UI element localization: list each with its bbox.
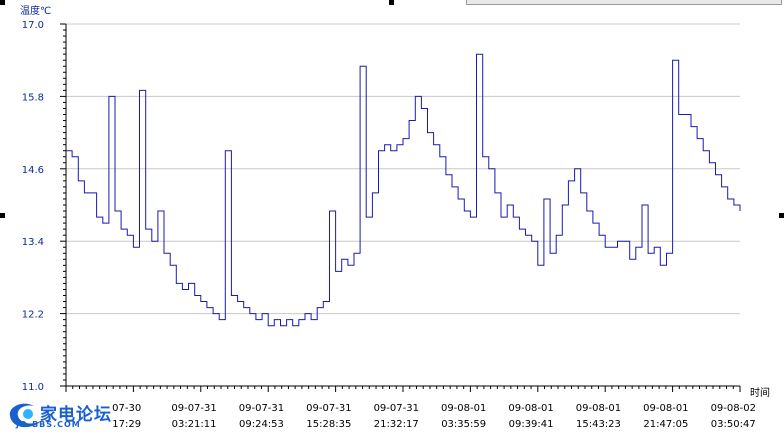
y-tick-label: 15.8 — [22, 92, 44, 103]
x-tick-time: 15:28:35 — [306, 419, 351, 430]
y-tick-label: 12.2 — [22, 310, 44, 321]
x-tick-date: 09-08-01 — [508, 403, 553, 414]
window-frame-edge — [466, 0, 782, 5]
x-tick-date: 09-07-31 — [374, 403, 419, 414]
y-tick-label: 14.6 — [22, 165, 44, 176]
y-axis: 11.0 12.2 13.4 14.6 15.8 17.0 — [22, 20, 67, 393]
x-tick-date: 09-08-02 — [711, 403, 756, 414]
x-tick-time: 03:50:47 — [711, 419, 756, 430]
y-axis-label: 温度℃ — [20, 6, 52, 17]
x-tick-time: 21:47:05 — [643, 419, 688, 430]
x-tick-time: 15:43:23 — [576, 419, 621, 430]
x-tick-date: 09-08-01 — [441, 403, 486, 414]
y-tick-label: 17.0 — [22, 20, 44, 31]
x-tick-date: 09-08-01 — [643, 403, 688, 414]
x-axis-label: 时间 — [750, 388, 770, 399]
x-tick-time: 09:39:41 — [509, 419, 554, 430]
resize-handle-top-left[interactable] — [0, 0, 5, 5]
y-tick-label: 13.4 — [22, 237, 44, 248]
logo-subtext: JD-BBS.COM — [16, 420, 81, 429]
series-layer — [66, 53, 741, 327]
resize-handle-top[interactable] — [389, 0, 394, 5]
x-tick-date: 09-07-31 — [306, 403, 351, 414]
logo-swoosh-icon — [9, 403, 42, 428]
forum-logo: 家电论坛 JD-BBS.COM — [4, 398, 126, 432]
series-line — [66, 53, 741, 327]
x-tick-time: 03:21:11 — [172, 419, 217, 430]
x-tick-date: 07-30 — [112, 403, 141, 414]
grid-lines — [66, 23, 740, 315]
x-tick-time: 17:29 — [112, 419, 141, 430]
x-tick-time: 21:32:17 — [374, 419, 419, 430]
logo-text: 家电论坛 — [40, 405, 112, 425]
resize-handle-left[interactable] — [0, 213, 5, 218]
x-tick-date: 09-07-31 — [239, 403, 284, 414]
resize-handle-right[interactable] — [779, 213, 784, 218]
x-axis: 07-30 17:29 09-07-31 03:21:11 09-07-31 09:24:… — [65, 385, 756, 430]
x-tick-date: 09-08-01 — [576, 403, 621, 414]
y-tick-label: 11.0 — [22, 382, 44, 393]
x-tick-time: 03:35:59 — [441, 419, 486, 430]
x-tick-date: 09-07-31 — [171, 403, 216, 414]
x-tick-time: 09:24:53 — [239, 419, 284, 430]
